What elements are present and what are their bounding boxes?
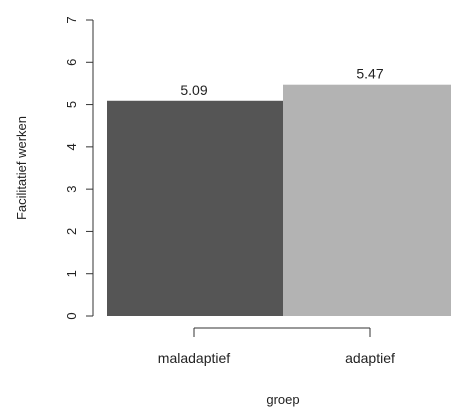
data-label-maladaptief: 5.09 bbox=[180, 82, 207, 98]
x-tick-label-adaptief: adaptief bbox=[345, 350, 395, 366]
y-tick-label-1: 1 bbox=[64, 270, 79, 277]
y-tick-label-7: 7 bbox=[64, 16, 79, 23]
y-tick-label-3: 3 bbox=[64, 186, 79, 193]
x-tick-label-maladaptief: maladaptief bbox=[158, 350, 230, 366]
y-tick-label-2: 2 bbox=[64, 228, 79, 235]
bar-maladaptief bbox=[107, 100, 283, 316]
data-label-adaptief: 5.47 bbox=[356, 66, 383, 82]
y-tick-label-0: 0 bbox=[64, 312, 79, 319]
bar-adaptief bbox=[283, 84, 451, 316]
x-axis-title: groep bbox=[266, 392, 299, 407]
y-tick-label-4: 4 bbox=[64, 143, 79, 150]
y-tick-label-6: 6 bbox=[64, 59, 79, 66]
y-axis-title: Facilitatief werken bbox=[14, 116, 29, 220]
y-tick-label-5: 5 bbox=[64, 101, 79, 108]
